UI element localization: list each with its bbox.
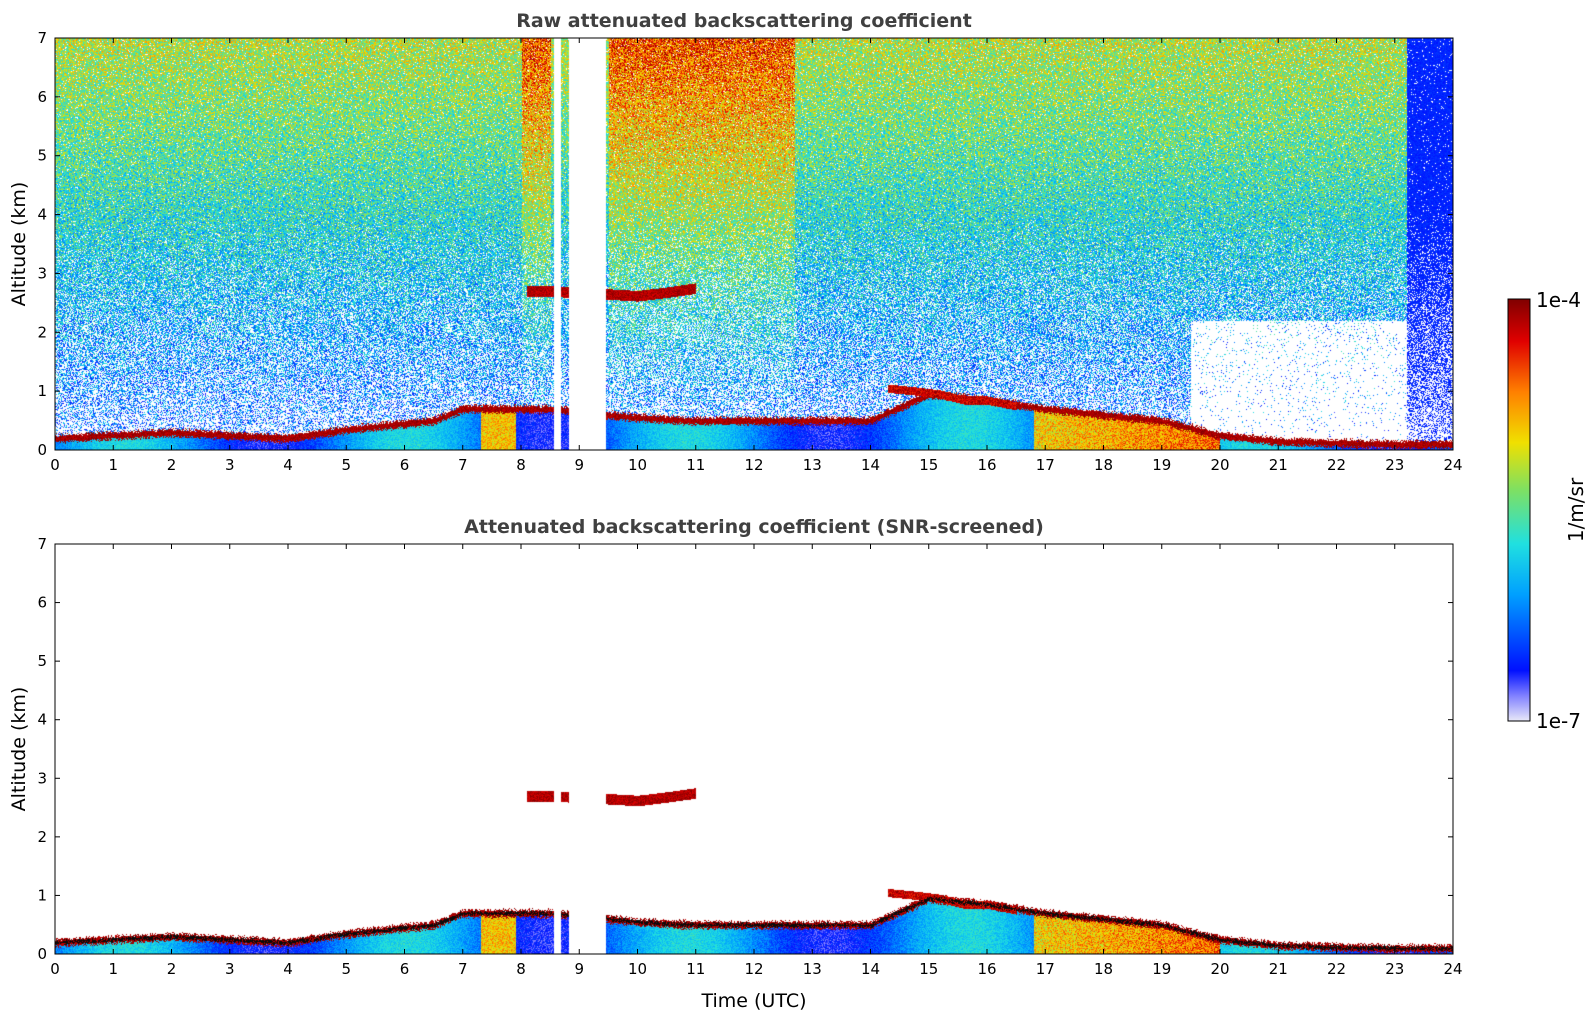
x-tick-label: 13 bbox=[803, 960, 822, 978]
y-tick-label: 3 bbox=[37, 264, 47, 282]
x-tick-label: 5 bbox=[341, 456, 351, 474]
y-tick-label: 7 bbox=[37, 29, 47, 47]
y-tick-label: 1 bbox=[37, 382, 47, 400]
x-tick-label: 24 bbox=[1443, 456, 1462, 474]
heatmap-image bbox=[55, 38, 1453, 450]
x-tick-label: 10 bbox=[628, 456, 647, 474]
y-tick-label: 2 bbox=[37, 828, 47, 846]
x-tick-label: 7 bbox=[458, 960, 468, 978]
x-tick-label: 8 bbox=[516, 456, 526, 474]
x-tick-label: 23 bbox=[1385, 960, 1404, 978]
x-tick-label: 20 bbox=[1210, 960, 1229, 978]
y-axis-label: Altitude (km) bbox=[8, 182, 30, 307]
y-tick-label: 0 bbox=[37, 945, 47, 963]
chart-title: Attenuated backscattering coefficient (S… bbox=[464, 516, 1044, 538]
x-axis-label: Time (UTC) bbox=[700, 990, 806, 1012]
x-tick-label: 9 bbox=[574, 960, 584, 978]
x-tick-label: 16 bbox=[977, 960, 996, 978]
x-tick-label: 1 bbox=[108, 456, 118, 474]
x-tick-label: 4 bbox=[283, 960, 293, 978]
y-tick-label: 4 bbox=[37, 711, 47, 729]
colorbar-unit-label: 1/m/sr bbox=[1564, 477, 1588, 542]
x-tick-label: 24 bbox=[1443, 960, 1462, 978]
x-tick-label: 13 bbox=[803, 456, 822, 474]
x-tick-label: 22 bbox=[1327, 960, 1346, 978]
colorbar-min-label: 1e-7 bbox=[1536, 709, 1581, 733]
x-tick-label: 10 bbox=[628, 960, 647, 978]
y-tick-label: 5 bbox=[37, 147, 47, 165]
y-tick-label: 5 bbox=[37, 652, 47, 670]
x-tick-label: 9 bbox=[574, 456, 584, 474]
x-tick-label: 23 bbox=[1385, 456, 1404, 474]
chart-title: Raw attenuated backscattering coefficien… bbox=[516, 10, 972, 32]
x-tick-label: 5 bbox=[341, 960, 351, 978]
y-tick-label: 4 bbox=[37, 206, 47, 224]
x-tick-label: 8 bbox=[516, 960, 526, 978]
y-tick-label: 1 bbox=[37, 886, 47, 904]
x-tick-label: 19 bbox=[1152, 960, 1171, 978]
x-tick-label: 6 bbox=[400, 456, 410, 474]
x-tick-label: 20 bbox=[1210, 456, 1229, 474]
colorbar-gradient bbox=[1507, 298, 1531, 722]
x-tick-label: 12 bbox=[744, 456, 763, 474]
colorbar: 1e-4 1e-7 1/m/sr bbox=[1507, 288, 1588, 733]
x-tick-label: 22 bbox=[1327, 456, 1346, 474]
x-tick-label: 3 bbox=[225, 960, 235, 978]
x-tick-label: 11 bbox=[686, 456, 705, 474]
x-tick-label: 6 bbox=[400, 960, 410, 978]
x-tick-label: 12 bbox=[744, 960, 763, 978]
x-tick-label: 3 bbox=[225, 456, 235, 474]
x-tick-label: 21 bbox=[1269, 960, 1288, 978]
axis-ticks: 0 1 2 3 4 5 6 7 8 9 10 11 12 13 14 15 16 17 18 19 20 21 22 23 24… bbox=[37, 29, 1462, 474]
x-tick-label: 15 bbox=[919, 960, 938, 978]
heatmap-image bbox=[55, 544, 1453, 954]
x-tick-label: 0 bbox=[50, 960, 60, 978]
x-tick-label: 17 bbox=[1036, 456, 1055, 474]
raw-backscatter-panel: Raw attenuated backscattering coefficien… bbox=[8, 10, 1463, 474]
colorbar-max-label: 1e-4 bbox=[1536, 288, 1581, 312]
y-tick-label: 0 bbox=[37, 441, 47, 459]
y-tick-label: 7 bbox=[37, 535, 47, 553]
x-tick-label: 19 bbox=[1152, 456, 1171, 474]
x-tick-label: 15 bbox=[919, 456, 938, 474]
x-tick-label: 1 bbox=[108, 960, 118, 978]
x-tick-label: 21 bbox=[1269, 456, 1288, 474]
x-tick-label: 18 bbox=[1094, 456, 1113, 474]
y-tick-label: 2 bbox=[37, 323, 47, 341]
x-tick-label: 14 bbox=[861, 960, 880, 978]
x-tick-label: 16 bbox=[977, 456, 996, 474]
screened-backscatter-panel: Attenuated backscattering coefficient (S… bbox=[8, 516, 1463, 1012]
x-tick-label: 17 bbox=[1036, 960, 1055, 978]
x-tick-label: 11 bbox=[686, 960, 705, 978]
x-tick-label: 7 bbox=[458, 456, 468, 474]
x-tick-label: 14 bbox=[861, 456, 880, 474]
x-tick-label: 2 bbox=[167, 960, 177, 978]
x-tick-label: 0 bbox=[50, 456, 60, 474]
x-tick-label: 2 bbox=[167, 456, 177, 474]
x-tick-label: 4 bbox=[283, 456, 293, 474]
x-tick-label: 18 bbox=[1094, 960, 1113, 978]
y-axis-label: Altitude (km) bbox=[8, 687, 30, 812]
y-tick-label: 6 bbox=[37, 88, 47, 106]
y-tick-label: 6 bbox=[37, 594, 47, 612]
y-tick-label: 3 bbox=[37, 769, 47, 787]
axis-ticks: 0 1 2 3 4 5 6 7 8 9 10 11 12 13 14 15 16 17 18 19 20 21 22 23 24… bbox=[37, 535, 1462, 978]
